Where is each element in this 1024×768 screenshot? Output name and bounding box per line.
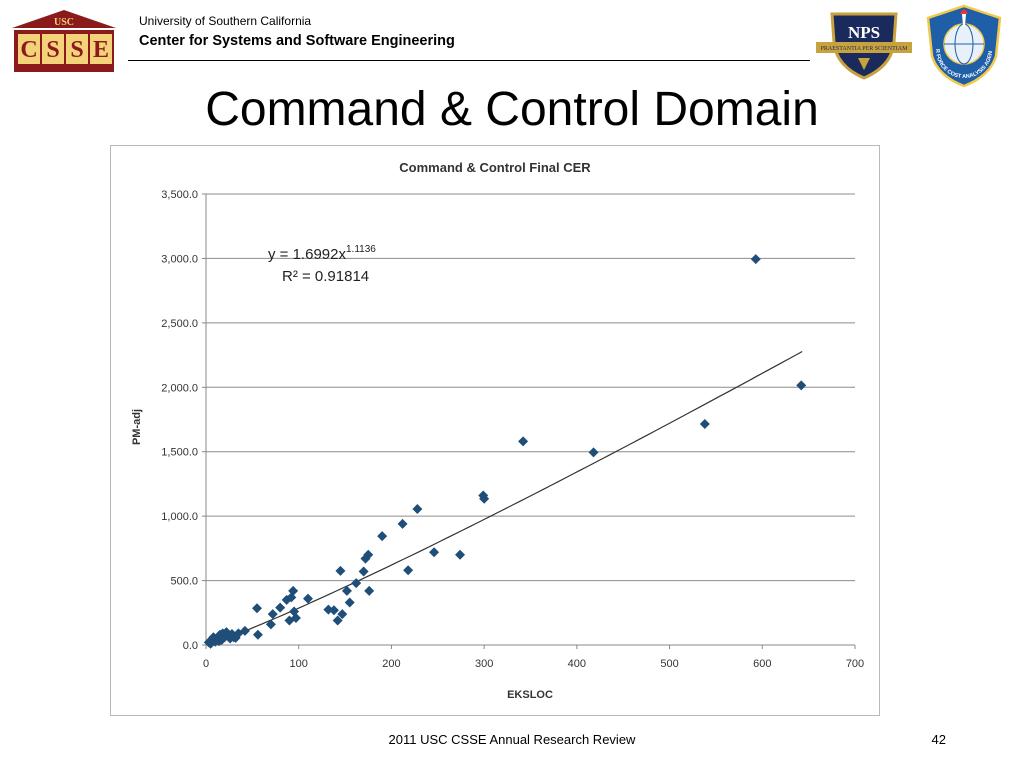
header-divider: [128, 60, 810, 61]
data-point: [239, 625, 250, 636]
chart-frame: [110, 145, 880, 716]
x-tick-label: 300: [475, 658, 493, 670]
data-point: [750, 254, 761, 265]
data-point: [284, 615, 295, 626]
data-point: [323, 604, 334, 615]
data-point: [403, 565, 414, 576]
tick-labels: 0.0 500.0 1,000.0 1,500.0 2,000.0 2,500.0 3,00…: [161, 189, 864, 670]
x-tick-label: 600: [753, 658, 771, 670]
y-tick-label: 3,000.0: [161, 253, 198, 265]
data-point: [412, 504, 423, 515]
usc-logo-letter-s2: S: [70, 37, 83, 63]
data-point: [479, 493, 490, 504]
data-point: [377, 531, 388, 542]
chart-title: Command & Control Final CER: [399, 160, 591, 175]
data-point: [233, 628, 244, 639]
data-point: [302, 593, 313, 604]
data-point: [455, 549, 466, 560]
x-tick-label: 400: [568, 658, 586, 670]
data-point: [275, 602, 286, 613]
data-point: [341, 585, 352, 596]
nps-logo-text: NPS: [848, 23, 880, 42]
page-number: 42: [931, 732, 946, 747]
data-point: [429, 547, 440, 558]
usc-logo-letter-c: C: [20, 37, 37, 63]
x-tick-label: 700: [846, 658, 864, 670]
data-point: [328, 605, 339, 616]
scatter-chart: Command & Control Final CER 0.0 500.0 1,00…: [131, 160, 864, 701]
data-point: [344, 597, 355, 608]
data-point: [363, 549, 374, 560]
data-point: [252, 629, 263, 640]
y-tick-label: 500.0: [170, 576, 198, 588]
org-line-center: Center for Systems and Software Engineer…: [139, 33, 455, 49]
data-point: [267, 609, 278, 620]
data-point: [588, 447, 599, 458]
org-line-university: University of Southern California: [139, 14, 312, 28]
data-point: [796, 380, 807, 391]
y-tick-label: 1,000.0: [161, 511, 198, 523]
y-tick-label: 0.0: [183, 640, 198, 652]
usc-logo-letter-s1: S: [46, 37, 59, 63]
data-point: [351, 578, 362, 589]
data-point: [358, 566, 369, 577]
axes: [202, 193, 856, 649]
x-tick-label: 200: [382, 658, 400, 670]
equation-exponent: 1.1136: [346, 244, 376, 255]
data-point: [337, 609, 348, 620]
data-points: [203, 254, 807, 649]
x-tick-label: 500: [660, 658, 678, 670]
footer-text: 2011 USC CSSE Annual Research Review: [388, 732, 636, 747]
data-point: [265, 619, 276, 630]
y-tick-label: 2,500.0: [161, 318, 198, 330]
data-point: [288, 585, 299, 596]
usc-csse-logo: USC C S S E: [12, 10, 116, 72]
svg-text:y = 1.6992x1.1136: y = 1.6992x1.1136: [268, 244, 376, 263]
x-tick-label: 0: [203, 658, 209, 670]
y-tick-label: 1,500.0: [161, 447, 198, 459]
trendline-equation: y = 1.6992x1.1136 R² = 0.91814: [268, 244, 376, 285]
y-axis-label: PM-adj: [131, 409, 143, 445]
slide-title: Command & Control Domain: [205, 83, 819, 136]
trendline-layer: [210, 350, 803, 645]
x-axis-label: EKSLOC: [507, 689, 553, 701]
usc-logo-letter-e: E: [93, 37, 109, 63]
data-point: [699, 419, 710, 430]
equation-text: y = 1.6992x: [268, 246, 346, 263]
data-point: [518, 436, 529, 447]
data-point: [290, 612, 301, 623]
y-tick-label: 2,000.0: [161, 382, 198, 394]
gridlines: [206, 193, 855, 582]
data-point: [230, 632, 241, 643]
nps-seal-logo: NPS PRAESTANTIA PER SCIENTIAM: [816, 12, 912, 80]
data-point: [364, 585, 375, 596]
nps-logo-motto: PRAESTANTIA PER SCIENTIAM: [821, 46, 909, 52]
data-point: [332, 615, 343, 626]
data-point: [397, 518, 408, 529]
y-tick-label: 3,500.0: [161, 189, 198, 201]
x-tick-label: 100: [290, 658, 308, 670]
trendline: [210, 350, 803, 645]
data-point: [251, 603, 262, 614]
r-squared-text: R² = 0.91814: [282, 268, 369, 285]
data-point: [335, 565, 346, 576]
af-cost-analysis-seal-logo: AIR FORCE COST ANALYSIS AGENCY: [922, 4, 1002, 88]
usc-logo-text: USC: [54, 17, 74, 28]
